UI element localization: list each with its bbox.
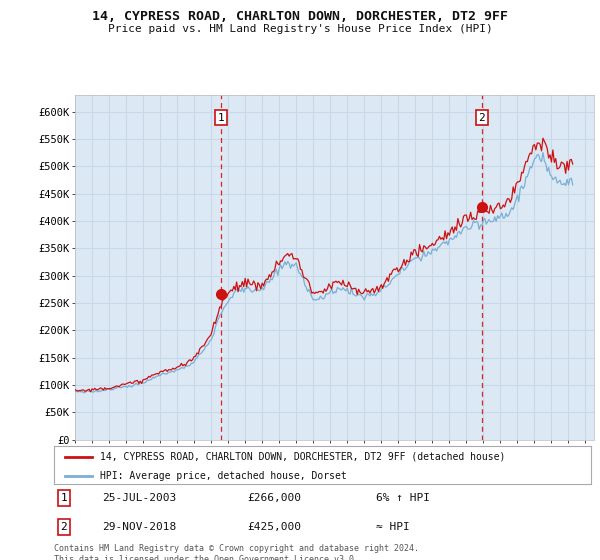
Text: 29-NOV-2018: 29-NOV-2018 [103, 522, 176, 532]
Text: 25-JUL-2003: 25-JUL-2003 [103, 493, 176, 503]
Text: ≈ HPI: ≈ HPI [376, 522, 410, 532]
Text: 14, CYPRESS ROAD, CHARLTON DOWN, DORCHESTER, DT2 9FF: 14, CYPRESS ROAD, CHARLTON DOWN, DORCHES… [92, 10, 508, 22]
Text: £425,000: £425,000 [247, 522, 301, 532]
Text: 2: 2 [478, 113, 485, 123]
Text: HPI: Average price, detached house, Dorset: HPI: Average price, detached house, Dors… [100, 471, 346, 481]
Text: Contains HM Land Registry data © Crown copyright and database right 2024.
This d: Contains HM Land Registry data © Crown c… [54, 544, 419, 560]
Text: 6% ↑ HPI: 6% ↑ HPI [376, 493, 430, 503]
Text: £266,000: £266,000 [247, 493, 301, 503]
Text: 2: 2 [60, 522, 67, 532]
Text: 14, CYPRESS ROAD, CHARLTON DOWN, DORCHESTER, DT2 9FF (detached house): 14, CYPRESS ROAD, CHARLTON DOWN, DORCHES… [100, 452, 505, 462]
Text: 1: 1 [60, 493, 67, 503]
Text: Price paid vs. HM Land Registry's House Price Index (HPI): Price paid vs. HM Land Registry's House … [107, 24, 493, 34]
Text: 1: 1 [217, 113, 224, 123]
